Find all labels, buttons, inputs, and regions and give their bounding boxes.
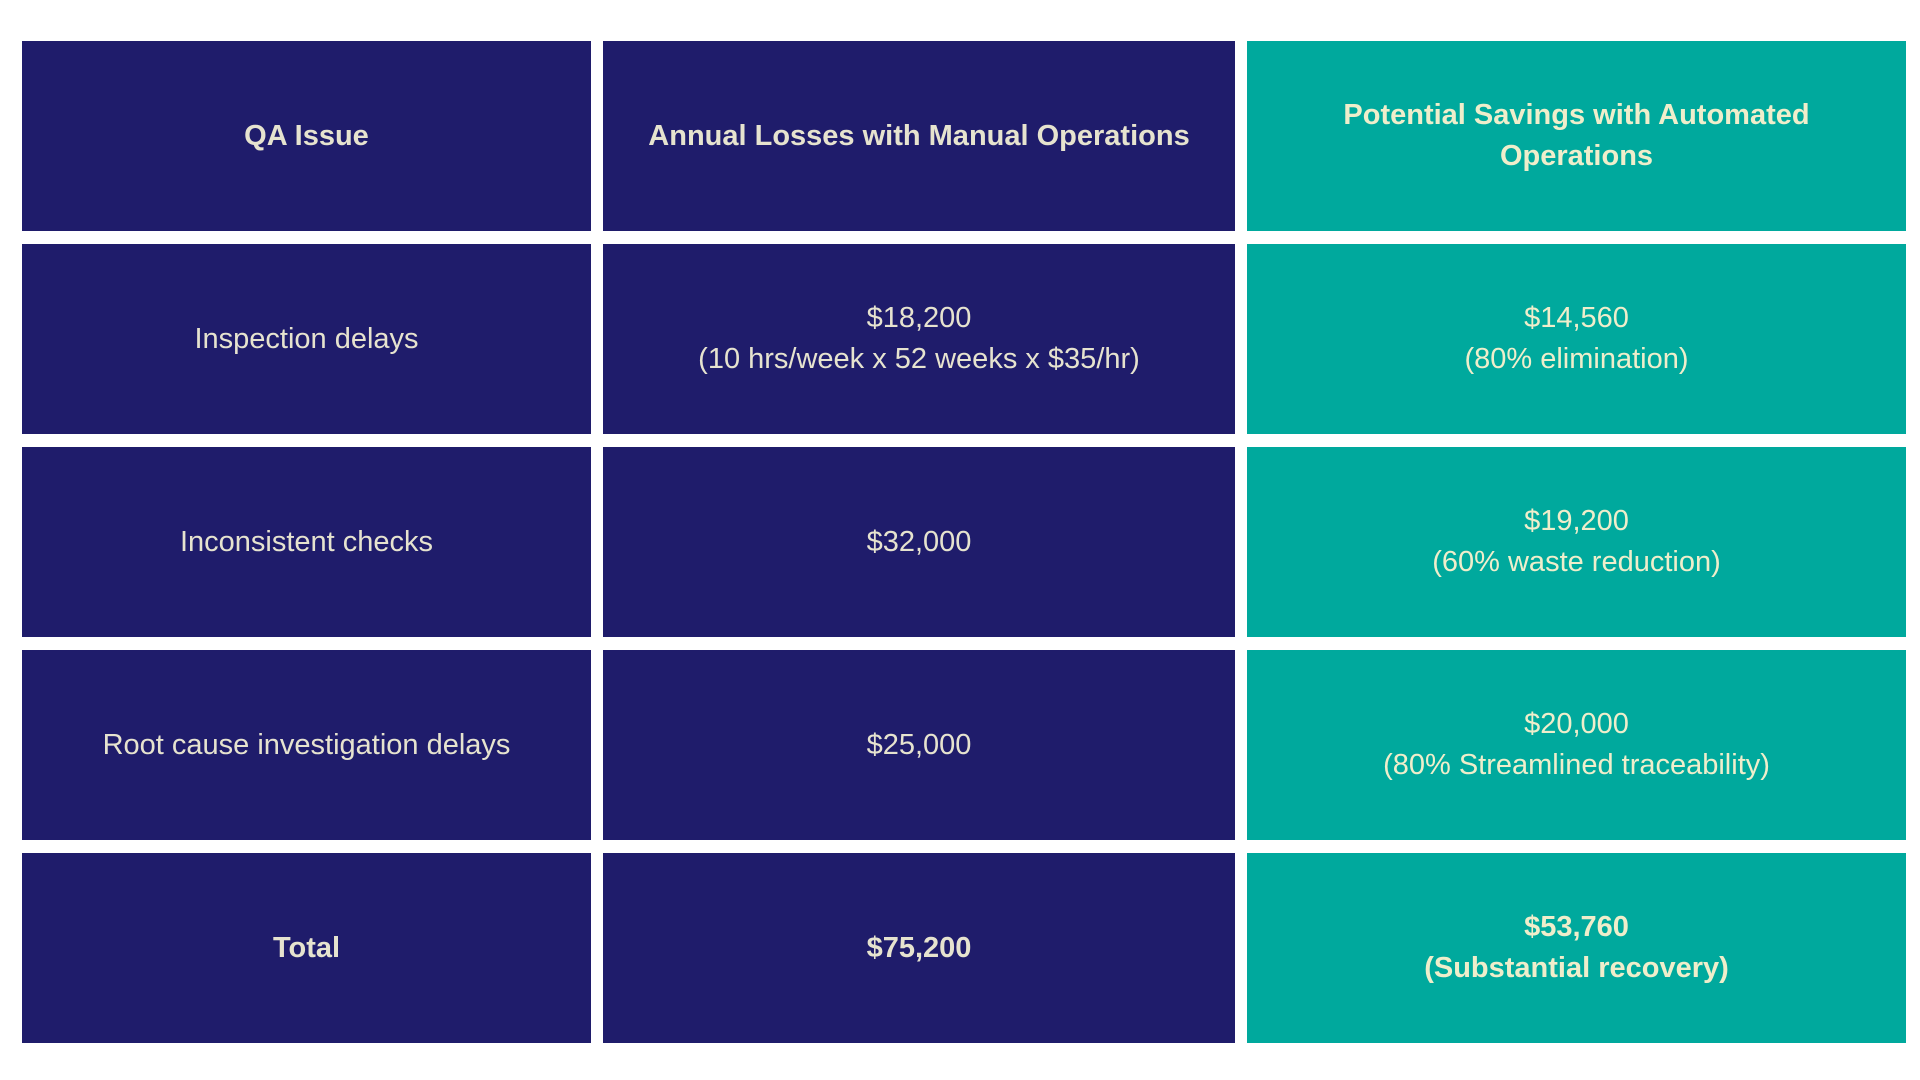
row-2-loss-cell: $32,000 (603, 447, 1235, 637)
header-cell-potential-savings: Potential Savings with Automated Operati… (1247, 41, 1906, 231)
row-3-saving-value: $20,000 (1524, 708, 1629, 740)
header-cell-qa-issue: QA Issue (22, 41, 591, 231)
total-label-cell: Total (22, 853, 591, 1043)
row-2-issue-cell: Inconsistent checks (22, 447, 591, 637)
header-label-qa-issue: QA Issue (244, 119, 369, 152)
total-loss-value: $75,200 (866, 931, 972, 964)
total-saving-note: (Substantial recovery) (1424, 952, 1729, 984)
total-label: Total (272, 931, 341, 964)
row-3-loss-value: $25,000 (866, 728, 972, 761)
row-1-issue: Inspection delays (194, 322, 419, 355)
total-loss-cell: $75,200 (603, 853, 1235, 1043)
row-2-saving-value: $19,200 (1524, 505, 1629, 537)
row-2-saving-cell: $19,200 (60% waste reduction) (1247, 447, 1906, 637)
header-label-potential-savings: Potential Savings with Automated Operati… (1343, 99, 1810, 172)
row-1-loss-cell: $18,200 (10 hrs/week x 52 weeks x $35/hr… (603, 244, 1235, 434)
header-cell-annual-losses: Annual Losses with Manual Operations (603, 41, 1235, 231)
row-1-loss-note: (10 hrs/week x 52 weeks x $35/hr) (698, 343, 1140, 375)
total-saving-value: $53,760 (1524, 911, 1629, 943)
row-1-issue-cell: Inspection delays (22, 244, 591, 434)
row-3-issue-cell: Root cause investigation delays (22, 650, 591, 840)
total-saving-cell: $53,760 (Substantial recovery) (1247, 853, 1906, 1043)
row-1-saving-value: $14,560 (1524, 302, 1629, 334)
qa-savings-table: QA Issue Annual Losses with Manual Opera… (22, 41, 1906, 1043)
row-3-saving-note: (80% Streamlined traceability) (1383, 749, 1770, 781)
row-3-loss-cell: $25,000 (603, 650, 1235, 840)
row-1-loss-value: $18,200 (866, 302, 972, 334)
row-3-issue: Root cause investigation delays (102, 728, 511, 761)
row-2-saving-note: (60% waste reduction) (1432, 546, 1721, 578)
row-2-issue: Inconsistent checks (179, 525, 434, 558)
row-2-loss-value: $32,000 (866, 525, 972, 558)
row-1-saving-cell: $14,560 (80% elimination) (1247, 244, 1906, 434)
row-1-saving-note: (80% elimination) (1464, 343, 1689, 375)
header-label-annual-losses: Annual Losses with Manual Operations (648, 119, 1190, 152)
row-3-saving-cell: $20,000 (80% Streamlined traceability) (1247, 650, 1906, 840)
